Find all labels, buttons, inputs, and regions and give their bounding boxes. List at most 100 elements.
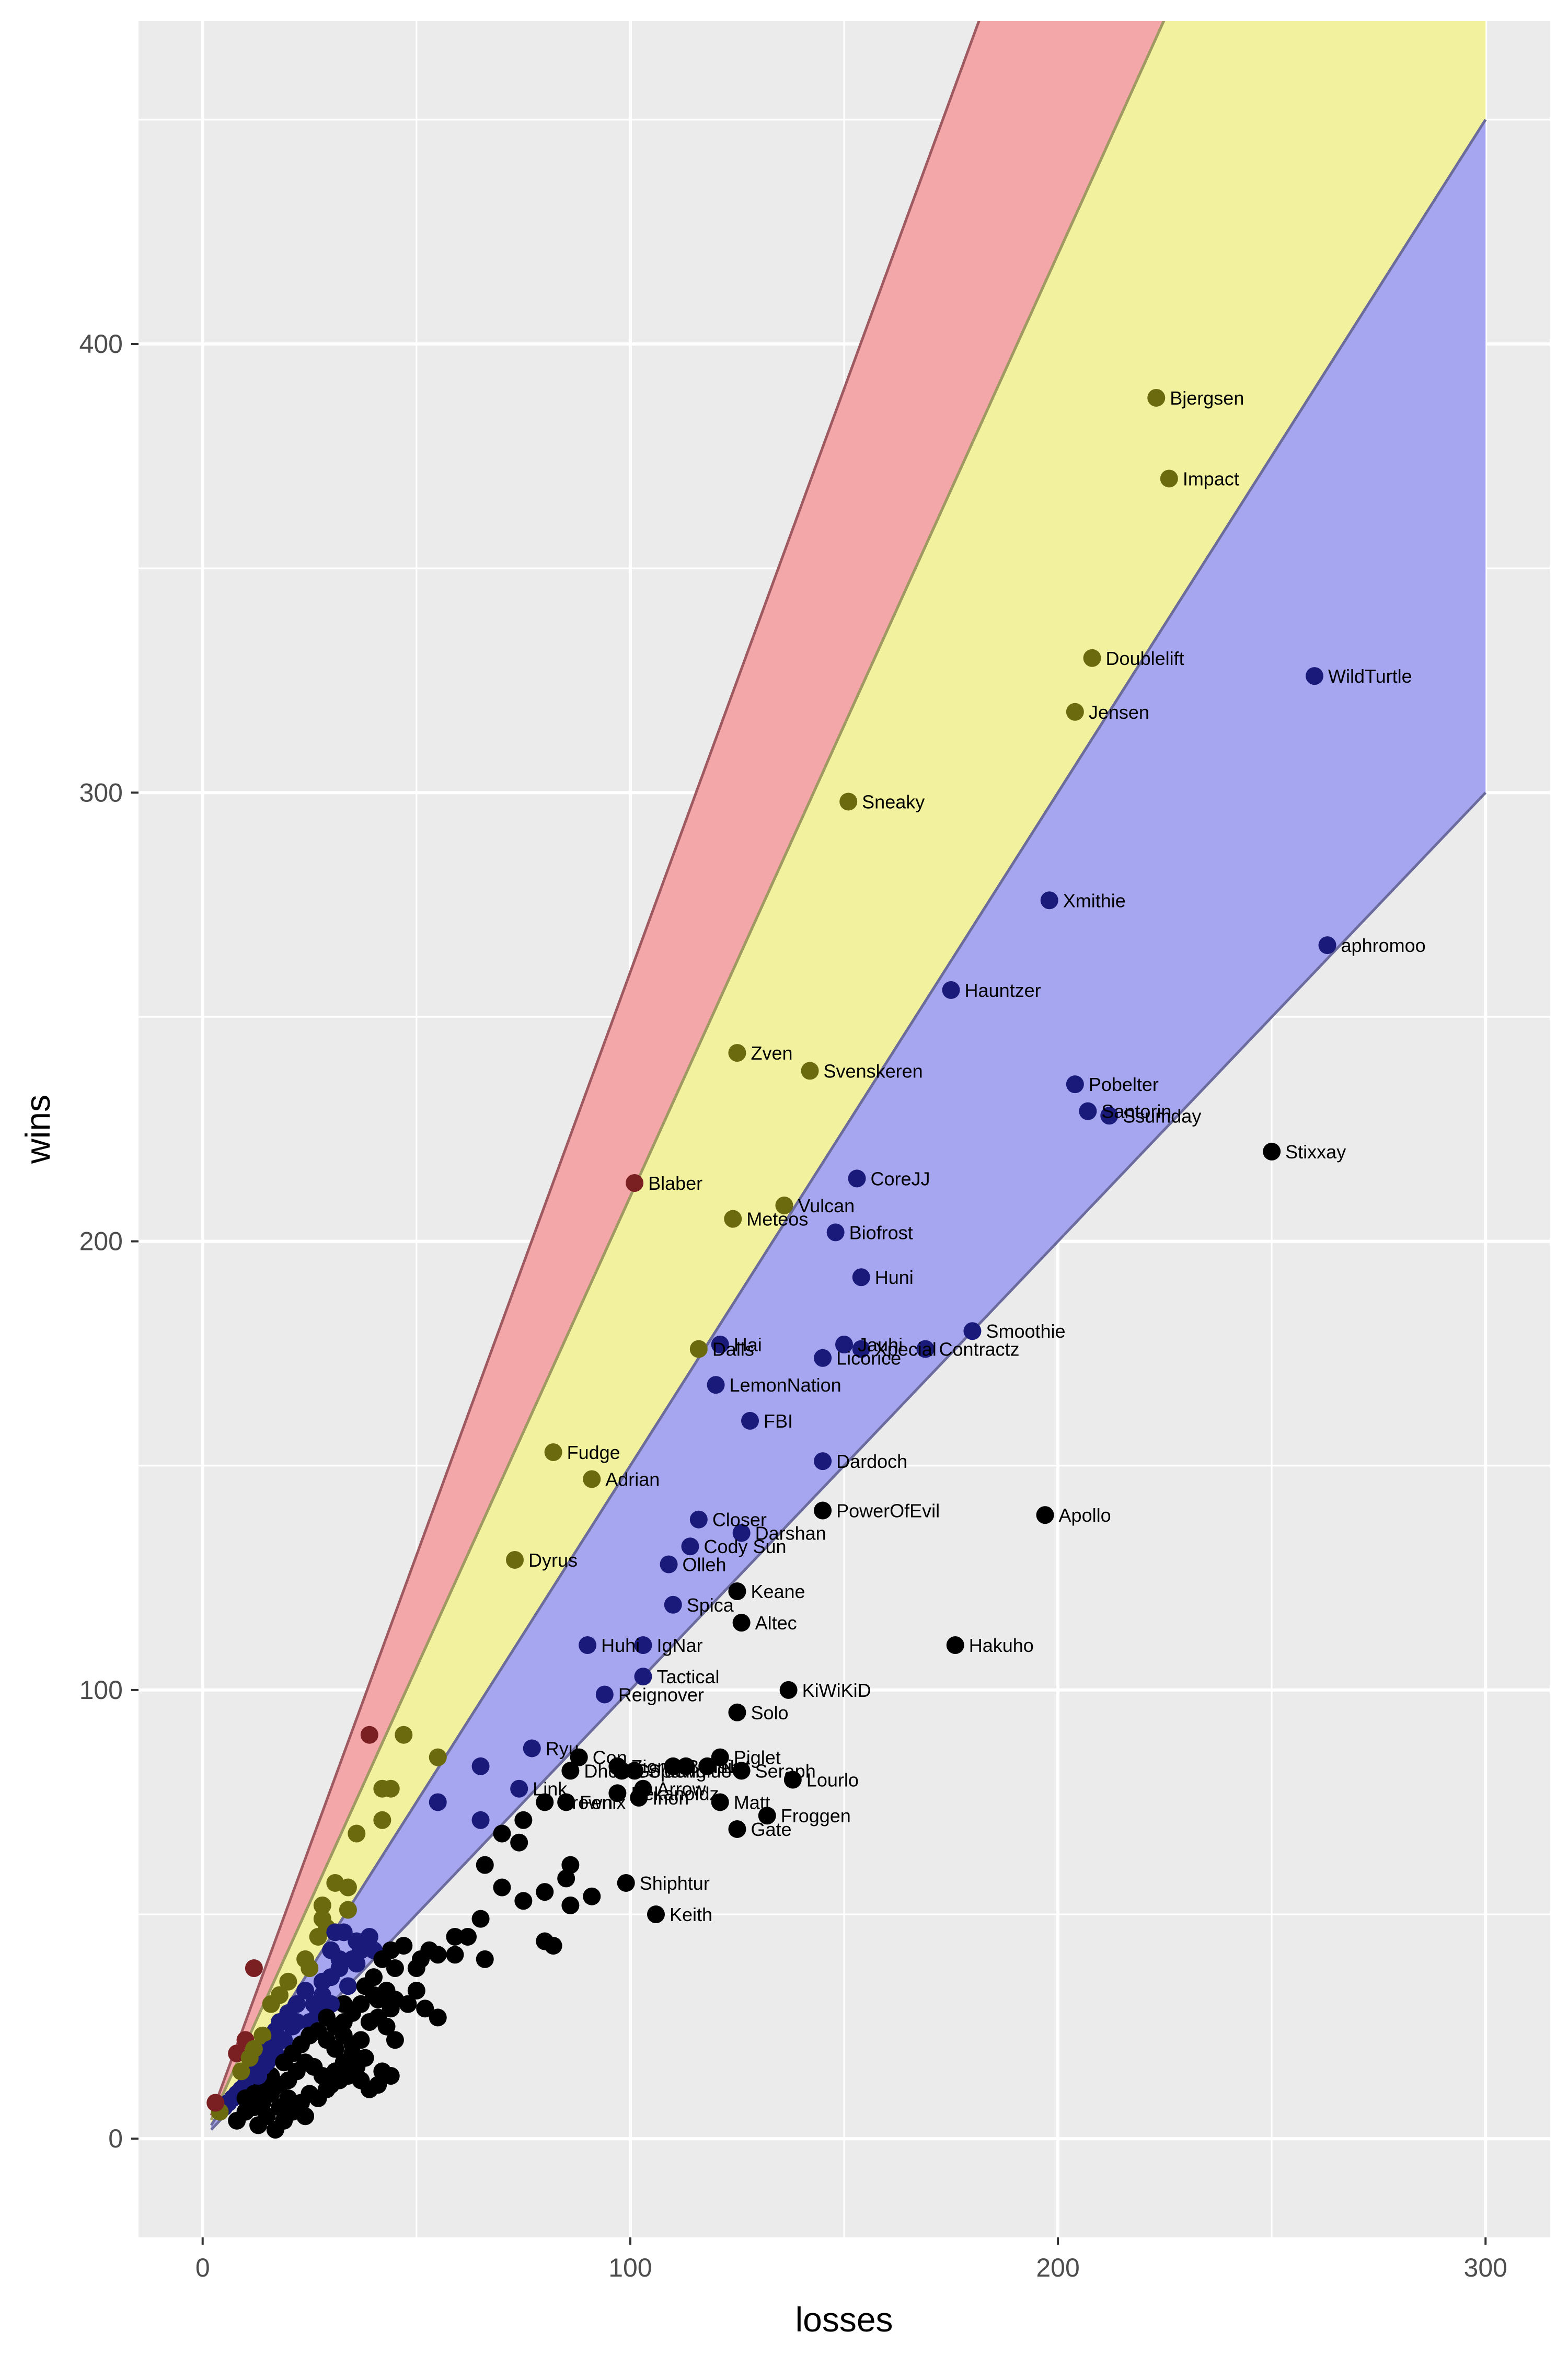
- point-label: Smoothie: [986, 1320, 1065, 1342]
- point-label: Hauntzer: [965, 980, 1041, 1001]
- data-point-zven: [728, 1044, 746, 1062]
- data-point: [373, 1950, 391, 1968]
- point-label: Impact: [1183, 468, 1239, 489]
- x-tick-label: 100: [608, 2253, 652, 2282]
- data-point: [377, 2017, 396, 2036]
- point-label: Jensen: [1089, 702, 1149, 723]
- data-point-altec: [732, 1614, 751, 1632]
- data-point: [279, 1972, 297, 1991]
- data-point: [249, 2067, 268, 2085]
- data-point-seraph: [732, 1762, 751, 1780]
- point-label: Keith: [670, 1904, 712, 1925]
- point-label: Huhi: [601, 1635, 640, 1656]
- data-point-contractz: [916, 1340, 935, 1358]
- point-label: Licorice: [836, 1348, 901, 1369]
- data-point: [514, 1892, 533, 1910]
- data-point: [583, 1887, 601, 1905]
- y-tick-label: 300: [79, 778, 123, 807]
- data-point: [514, 1811, 533, 1829]
- point-label: Adrian: [605, 1468, 660, 1490]
- point-label: Inori: [652, 1787, 689, 1809]
- point-label: Ryu: [546, 1738, 579, 1759]
- point-label: Closer: [712, 1509, 767, 1531]
- data-point-gate: [728, 1820, 746, 1838]
- data-point-wildturtle: [1306, 667, 1323, 685]
- y-tick-label: 100: [79, 1675, 123, 1705]
- data-point-con: [570, 1748, 588, 1766]
- data-point-huhi: [579, 1636, 597, 1655]
- data-point-vulcan: [775, 1196, 793, 1214]
- point-label: Sneaky: [862, 791, 925, 812]
- point-label: Link: [533, 1778, 568, 1800]
- point-label: Zion: [631, 1756, 667, 1777]
- data-point-meteos: [724, 1210, 742, 1228]
- data-point-reignover: [595, 1685, 614, 1704]
- data-point-pobelter: [1066, 1075, 1084, 1094]
- data-point-ngt: [698, 1757, 717, 1775]
- band-1: [211, 21, 1486, 2126]
- data-point: [348, 1824, 366, 1843]
- data-point-solo: [728, 1703, 746, 1721]
- point-label: Doublelift: [1106, 648, 1184, 669]
- point-label: Xpecial: [875, 1339, 937, 1360]
- point-label: CoreJJ: [871, 1168, 930, 1189]
- data-point: [459, 1927, 477, 1946]
- data-point: [232, 2062, 250, 2081]
- point-label: LemonNation: [730, 1374, 841, 1396]
- data-point: [561, 1856, 580, 1874]
- data-point-pekanoidz: [608, 1784, 627, 1802]
- point-label: Huni: [875, 1267, 914, 1288]
- point-label: Hakuho: [969, 1635, 1034, 1656]
- point-label: WildTurtle: [1328, 665, 1412, 687]
- data-point: [493, 1878, 511, 1897]
- data-point: [446, 1927, 464, 1946]
- data-point-impact: [1160, 469, 1178, 488]
- data-point: [382, 2000, 400, 2018]
- data-point-doublelift: [1083, 649, 1101, 667]
- point-label: Pekanoidz: [631, 1783, 719, 1804]
- data-point: [271, 2098, 289, 2117]
- data-point-powerofevil: [814, 1501, 832, 1520]
- x-axis-ticks: 0 100 200 300: [195, 2237, 1507, 2282]
- y-tick-label: 200: [79, 1227, 123, 1256]
- point-label: KiWiKiD: [802, 1680, 871, 1701]
- data-point-goldenglue: [613, 1762, 631, 1780]
- data-point: [365, 1968, 383, 1986]
- data-point: [471, 1757, 490, 1775]
- data-point-matt: [711, 1793, 729, 1811]
- point-label: Piglet: [734, 1747, 781, 1768]
- point-label: Matt: [734, 1791, 770, 1813]
- data-point-svenskeren: [801, 1062, 819, 1080]
- point-label: Arrow: [656, 1778, 706, 1800]
- point-label: Biofrost: [849, 1222, 913, 1243]
- data-point-darshan: [732, 1524, 751, 1542]
- data-point: [365, 1986, 383, 2004]
- data-point: [557, 1869, 575, 1888]
- point-label: Vulcan: [798, 1195, 855, 1216]
- point-label: Contractz: [939, 1339, 1019, 1360]
- data-point-smoothie: [963, 1322, 982, 1340]
- data-point-stixxay: [1263, 1142, 1281, 1161]
- data-point: [253, 2026, 272, 2044]
- point-label: Zven: [751, 1042, 792, 1064]
- data-point: [373, 1779, 391, 1798]
- points: [206, 388, 1336, 2139]
- data-point: [339, 1977, 357, 1995]
- y-tick-label: 400: [79, 329, 123, 359]
- data-point: [352, 2031, 370, 2049]
- point-label: Stixxay: [1285, 1141, 1346, 1163]
- data-point-froggen: [758, 1807, 776, 1825]
- point-label: Fenix: [580, 1791, 626, 1813]
- data-point: [360, 1927, 378, 1946]
- point-label: Meteos: [746, 1209, 808, 1230]
- point-label: Ninja: [699, 1756, 743, 1777]
- data-point: [407, 1959, 425, 1978]
- point-labels: Bjergsen Impact Doublelift Jensen WildTurtle…: [528, 387, 1426, 1925]
- data-point-corejj: [848, 1169, 866, 1188]
- data-point: [271, 1986, 289, 2004]
- data-point: [236, 2089, 255, 2107]
- data-point: [386, 2031, 404, 2049]
- x-tick-label: 300: [1464, 2253, 1507, 2282]
